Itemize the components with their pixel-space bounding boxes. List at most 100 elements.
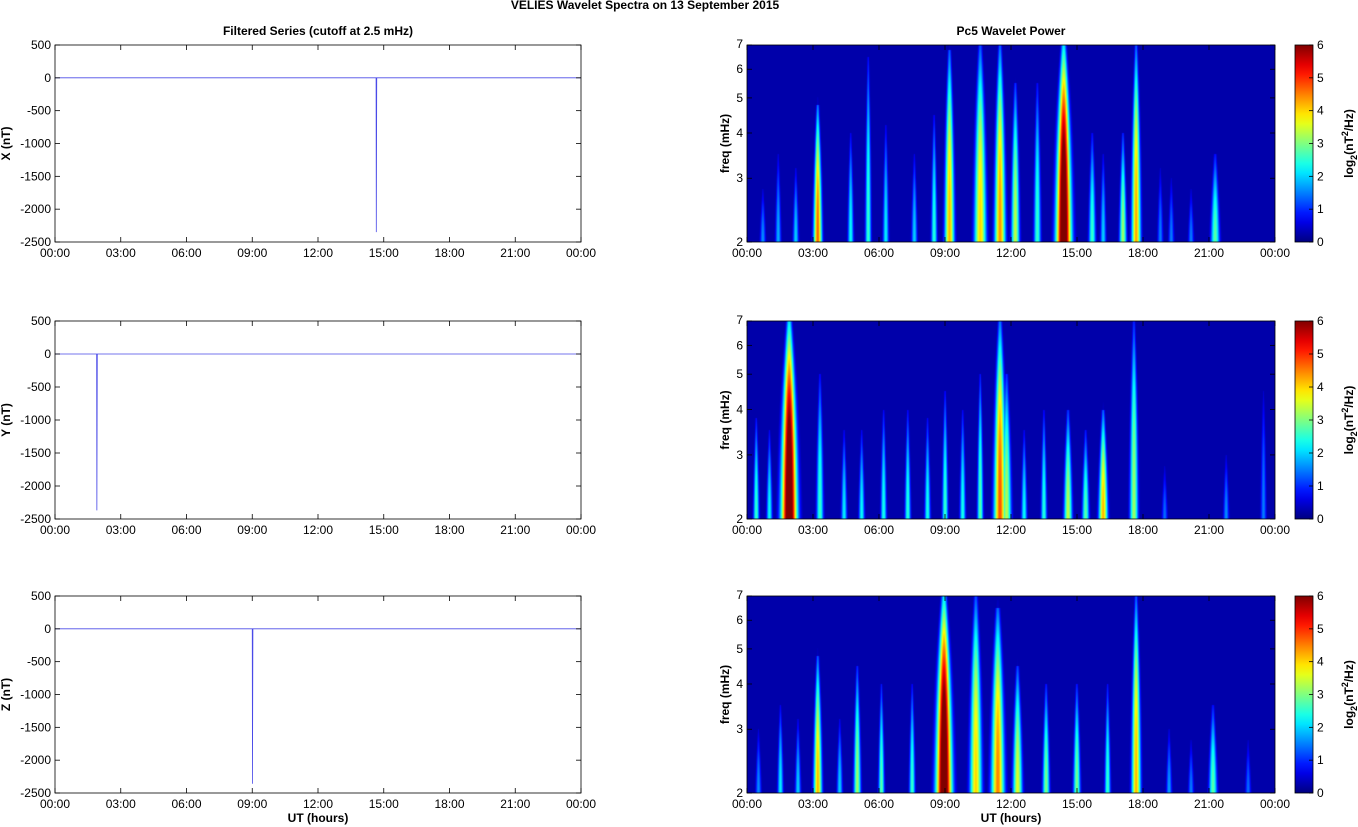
x-wavelet-xtick-label: 00:00 xyxy=(732,246,762,260)
z-wavelet-colorbar-label-part: (nT xyxy=(1342,687,1356,706)
z-series-ytick-label: 0 xyxy=(44,622,51,636)
y-series-xtick-label: 00:00 xyxy=(566,523,596,537)
z-series-ytick-label: -2500 xyxy=(20,786,51,800)
y-wavelet-xtick-label: 00:00 xyxy=(732,523,762,537)
z-wavelet-ytick-label: 4 xyxy=(736,677,743,691)
x-wavelet-colorbar-tick-label: 0 xyxy=(1317,235,1324,249)
z-series-ylabel: Z (nT) xyxy=(0,678,13,711)
y-series-xtick-label: 06:00 xyxy=(171,523,201,537)
z-wavelet-xtick-label: 00:00 xyxy=(732,797,762,811)
x-series-ytick-label: -1500 xyxy=(20,169,51,183)
z-series-ytick-label: -2000 xyxy=(20,753,51,767)
x-wavelet-colorbar-tick-label: 5 xyxy=(1317,71,1324,85)
z-wavelet-xtick-label: 18:00 xyxy=(1128,797,1158,811)
z-series-xtick-label: 06:00 xyxy=(171,797,201,811)
x-wavelet-panel: 2 3 4 5 6 7 00:00 03:00 06:00 09:00 12:00 15:00 18:0… xyxy=(718,24,1358,260)
x-wavelet-xtick-label: 00:00 xyxy=(1260,246,1290,260)
x-series-plot-area xyxy=(55,45,581,242)
x-wavelet-ytick-label: 7 xyxy=(736,37,743,51)
z-wavelet-colorbar xyxy=(1295,596,1313,793)
y-wavelet-xtick-label: 21:00 xyxy=(1194,523,1224,537)
y-wavelet-colorbar-tick-label: 4 xyxy=(1317,380,1324,394)
z-wavelet-colorbar-tick-label: 3 xyxy=(1317,688,1324,702)
y-wavelet-colorbar-tick-label: 3 xyxy=(1317,413,1324,427)
x-series-ylabel: X (nT) xyxy=(0,127,13,161)
z-series-ytick-label: -1000 xyxy=(20,688,51,702)
y-series-ytick-label: -2000 xyxy=(20,479,51,493)
y-wavelet-colorbar-label-part: (nT xyxy=(1342,412,1356,431)
z-series-xtick-label: 12:00 xyxy=(303,797,333,811)
x-wavelet-xtick-label: 06:00 xyxy=(864,246,894,260)
y-wavelet-xtick-label: 12:00 xyxy=(996,523,1026,537)
figure-title: VELIES Wavelet Spectra on 13 September 2… xyxy=(511,0,780,12)
z-series-series-line xyxy=(55,628,581,784)
x-series-xtick-label: 15:00 xyxy=(369,246,399,260)
x-wavelet-power-map xyxy=(747,45,1275,242)
y-wavelet-colorbar-label-part: 2 xyxy=(1340,408,1350,413)
z-series-xtick-label: 00:00 xyxy=(40,797,70,811)
x-wavelet-colorbar xyxy=(1295,45,1313,242)
y-series-xtick-label: 15:00 xyxy=(369,523,399,537)
y-series-ylabel: Y (nT) xyxy=(0,403,13,437)
x-wavelet-xtick-label: 12:00 xyxy=(996,246,1026,260)
y-series-xtick-label: 00:00 xyxy=(40,523,70,537)
z-wavelet-colorbar-label: log2(nT2/Hz) xyxy=(1340,660,1358,729)
y-wavelet-colorbar-tick-label: 1 xyxy=(1317,479,1324,493)
z-wavelet-colorbar-tick-label: 5 xyxy=(1317,622,1324,636)
x-wavelet-xtick-label: 09:00 xyxy=(930,246,960,260)
y-wavelet-xtick-label: 15:00 xyxy=(1062,523,1092,537)
z-series-xtick-label: 03:00 xyxy=(106,797,136,811)
y-wavelet-ytick-label: 7 xyxy=(736,313,743,327)
z-wavelet-xtick-label: 21:00 xyxy=(1194,797,1224,811)
z-wavelet-xtick-label: 00:00 xyxy=(1260,797,1290,811)
z-wavelet-colorbar-tick-label: 4 xyxy=(1317,655,1324,669)
z-wavelet-colorbar-tick-label: 2 xyxy=(1317,720,1324,734)
z-wavelet-ytick-label: 2 xyxy=(736,786,743,800)
x-wavelet-colorbar-tick-label: 6 xyxy=(1317,38,1324,52)
y-series-ytick-label: 500 xyxy=(31,314,51,328)
y-series-xtick-label: 21:00 xyxy=(500,523,530,537)
z-wavelet-colorbar-tick-label: 1 xyxy=(1317,753,1324,767)
x-series-xtick-label: 12:00 xyxy=(303,246,333,260)
x-wavelet-ylabel: freq (mHz) xyxy=(718,114,732,173)
x-wavelet-colorbar-label-part: (nT xyxy=(1342,136,1356,155)
x-wavelet-xtick-label: 15:00 xyxy=(1062,246,1092,260)
y-wavelet-colorbar-label-part: 2 xyxy=(1349,431,1358,436)
y-series-xtick-label: 09:00 xyxy=(237,523,267,537)
x-wavelet-ytick-label: 6 xyxy=(736,62,743,76)
y-series-xtick-label: 18:00 xyxy=(434,523,464,537)
y-wavelet-colorbar-tick-label: 2 xyxy=(1317,446,1324,460)
z-series-ytick-label: -1500 xyxy=(20,720,51,734)
y-wavelet-colorbar xyxy=(1295,321,1313,519)
z-wavelet-ylabel: freq (mHz) xyxy=(718,665,732,724)
z-wavelet-colorbar-label-part: 2 xyxy=(1349,706,1358,711)
y-series-series-line xyxy=(55,353,581,511)
x-series-xtick-label: 09:00 xyxy=(237,246,267,260)
x-wavelet-xtick-label: 18:00 xyxy=(1128,246,1158,260)
y-wavelet-xtick-label: 00:00 xyxy=(1260,523,1290,537)
x-series-ytick-label: -2500 xyxy=(20,235,51,249)
y-wavelet-colorbar-label: log2(nT2/Hz) xyxy=(1340,386,1358,455)
z-series-xtick-label: 15:00 xyxy=(369,797,399,811)
y-series-plot-area xyxy=(55,321,581,519)
x-wavelet-colorbar-tick-label: 1 xyxy=(1317,202,1324,216)
z-wavelet-panel: 2 3 4 5 6 7 00:00 03:00 06:00 09:00 12:00 15:00 18:0… xyxy=(718,588,1358,825)
z-wavelet-xtick-label: 15:00 xyxy=(1062,797,1092,811)
y-wavelet-ytick-label: 5 xyxy=(736,367,743,381)
z-wavelet-ytick-label: 6 xyxy=(736,613,743,627)
x-series-xtick-label: 06:00 xyxy=(171,246,201,260)
x-wavelet-colorbar-tick-label: 3 xyxy=(1317,137,1324,151)
x-wavelet-title: Pc5 Wavelet Power xyxy=(957,24,1066,38)
z-wavelet-colorbar-tick-label: 0 xyxy=(1317,786,1324,800)
x-wavelet-colorbar-label-part: log xyxy=(1342,160,1356,178)
x-series-ytick-label: 500 xyxy=(31,38,51,52)
x-series-ytick-label: -1000 xyxy=(20,137,51,151)
y-wavelet-colorbar-tick-label: 0 xyxy=(1317,512,1324,526)
z-series-xlabel: UT (hours) xyxy=(288,811,349,825)
y-wavelet-ytick-label: 3 xyxy=(736,448,743,462)
z-wavelet-ytick-label: 7 xyxy=(736,588,743,602)
x-wavelet-xtick-label: 03:00 xyxy=(798,246,828,260)
y-wavelet-colorbar-label-part: log xyxy=(1342,436,1356,454)
